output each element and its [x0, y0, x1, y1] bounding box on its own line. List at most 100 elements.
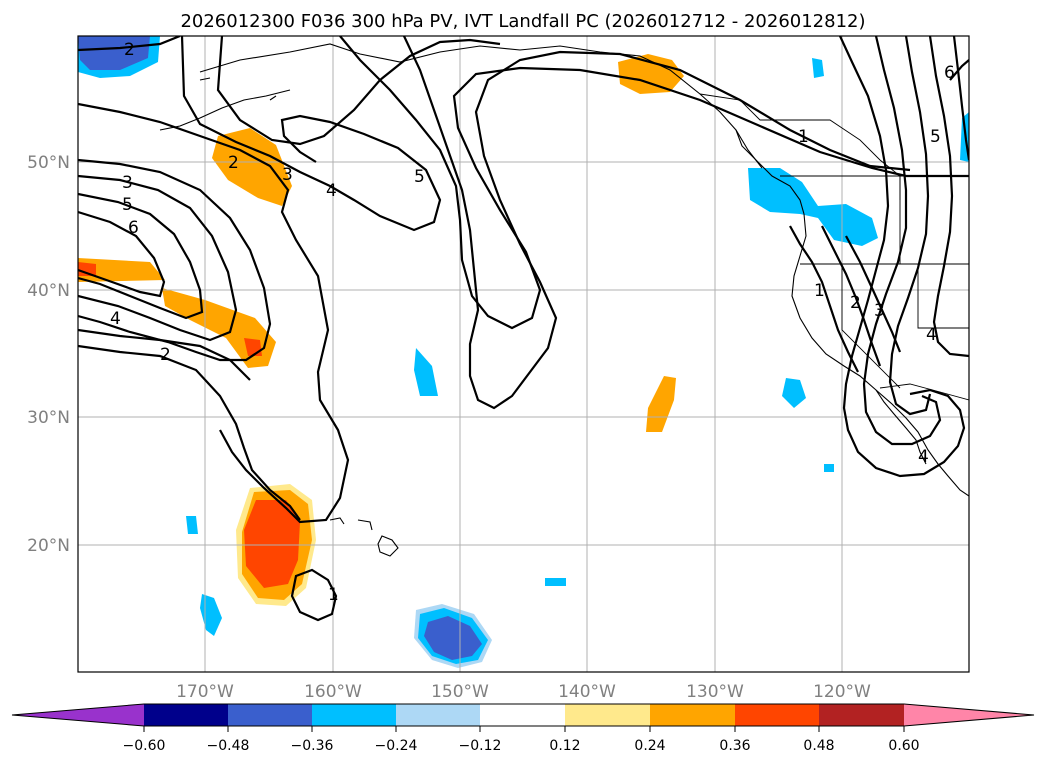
coast-aleutians [159, 77, 291, 131]
lon-label: 140°W [558, 682, 616, 702]
contour-label: 3 [282, 165, 293, 185]
contour-labels: 2 2 3 4 5 3 5 6 4 2 1 1 2 3 4 5 6 1 4 [110, 40, 955, 605]
contour-label: 2 [850, 293, 861, 313]
colorbar-segment [396, 704, 481, 726]
colorbar-segment [650, 704, 736, 726]
contour-label: 2 [124, 40, 135, 60]
pv-contour-5 [216, 36, 501, 146]
shade-nw-dark [78, 36, 150, 70]
pv-contour-east-6 [949, 59, 969, 81]
shade-cascade-blue [748, 168, 878, 246]
colorbar-tick-label: 0.12 [549, 738, 580, 754]
pv-contour-4 [180, 36, 442, 232]
contour-label: 4 [326, 181, 337, 201]
contour-label: 5 [122, 195, 133, 215]
colorbar-extension-max [904, 704, 1034, 726]
map-title: 2026012300 F036 300 hPa PV, IVT Landfall… [180, 11, 865, 32]
shade-dateline-orange [212, 128, 292, 206]
colorbar-extension-min [12, 704, 144, 726]
colorbar-tick-label: −0.48 [207, 738, 250, 754]
pv-contour-w5 [78, 174, 238, 342]
graticule [78, 36, 969, 672]
pv-contour-w4 [78, 328, 251, 381]
colorbar-segment [565, 704, 651, 726]
pv-contour-cali-2 [821, 225, 882, 367]
shade-tiny-blue-2 [824, 464, 834, 472]
colorbar-ticks [143, 726, 905, 732]
lat-label: 40°N [27, 281, 70, 301]
shade-alaska-orange [618, 54, 684, 94]
colorbar-segment [480, 704, 566, 726]
shade-small-blue-1 [414, 348, 438, 396]
coast-hawaii [329, 517, 399, 557]
contour-label: 6 [128, 218, 139, 238]
lat-label: 30°N [27, 408, 70, 428]
coast-alaska [199, 43, 763, 169]
lon-label: 130°W [686, 682, 744, 702]
contour-label: 1 [814, 281, 825, 301]
pv-contour-5-trough [339, 36, 969, 330]
contour-label: 3 [122, 173, 133, 193]
shade-hawaii-red [244, 500, 300, 588]
pv-contour-w3 [78, 158, 272, 362]
coast-bc [735, 129, 805, 215]
pv-contour-east-4 [928, 36, 969, 358]
lon-label: 160°W [304, 682, 362, 702]
colorbar-segment [312, 704, 397, 726]
colorbar-tick-label: 0.24 [634, 738, 665, 754]
shade-south-dark [424, 616, 482, 660]
pv-contour-w6 [78, 192, 204, 320]
contour-label: 3 [874, 301, 885, 321]
pv-contour-east-5 [952, 36, 969, 161]
contour-label: 6 [944, 63, 955, 83]
pv-contour-cali-1 [789, 225, 859, 373]
lon-label: 170°W [176, 682, 234, 702]
border-states [800, 176, 969, 389]
contour-label: 5 [930, 127, 941, 147]
colorbar-segment [228, 704, 313, 726]
pv-contour-east-2 [862, 36, 942, 446]
colorbar-tick-label: −0.60 [123, 738, 166, 754]
pv-contour-cali-3 [845, 235, 902, 353]
colorbar: −0.60 −0.48 −0.36 −0.24 −0.12 0.12 0.24 … [11, 703, 1035, 754]
lat-label: 20°N [27, 536, 70, 556]
shade-small-blue-4 [186, 516, 198, 534]
contour-label: 1 [798, 127, 809, 147]
colorbar-tick-label: −0.24 [375, 738, 418, 754]
pv-contour-w2 [78, 344, 301, 521]
coastlines [159, 43, 969, 557]
latitude-labels: 50°N 40°N 30°N 20°N [27, 153, 70, 556]
contour-label: 2 [160, 345, 171, 365]
map-frame [77, 35, 970, 673]
lon-label: 150°W [431, 682, 489, 702]
pv-contour-hawaii-1 [290, 568, 338, 622]
colorbar-tick-label: 0.48 [803, 738, 834, 754]
contour-label: 1 [328, 585, 339, 605]
map-area: 2 2 3 4 5 3 5 6 4 2 1 1 2 3 4 5 6 1 4 [78, 36, 969, 672]
contour-label: 4 [110, 309, 121, 329]
coast-baja [875, 389, 927, 465]
pv-contour-east-1 [839, 36, 966, 478]
shade-small-blue-5 [200, 594, 222, 636]
pv-contours [78, 36, 969, 622]
border-us-mex [879, 383, 969, 401]
shade-small-orange [646, 376, 676, 432]
lat-label: 50°N [27, 153, 70, 173]
colorbar-tick-label: −0.36 [291, 738, 334, 754]
colorbar-segment [819, 704, 904, 726]
pv-contour-w7 [78, 210, 166, 298]
shade-small-blue-3 [812, 58, 824, 78]
longitude-labels: 170°W 160°W 150°W 140°W 130°W 120°W [176, 682, 871, 702]
colorbar-tick-label: −0.12 [459, 738, 502, 754]
pv-contour-east-3 [888, 36, 932, 416]
coast-west-us [791, 213, 969, 497]
contour-label: 5 [414, 167, 425, 187]
colorbar-segment [144, 704, 229, 726]
lon-label: 120°W [813, 682, 871, 702]
pv-contour-2-top [78, 36, 181, 52]
contour-label: 2 [228, 153, 239, 173]
shade-small-blue-2 [782, 378, 806, 408]
contour-label: 4 [918, 447, 929, 467]
shade-west-orange [78, 258, 165, 282]
